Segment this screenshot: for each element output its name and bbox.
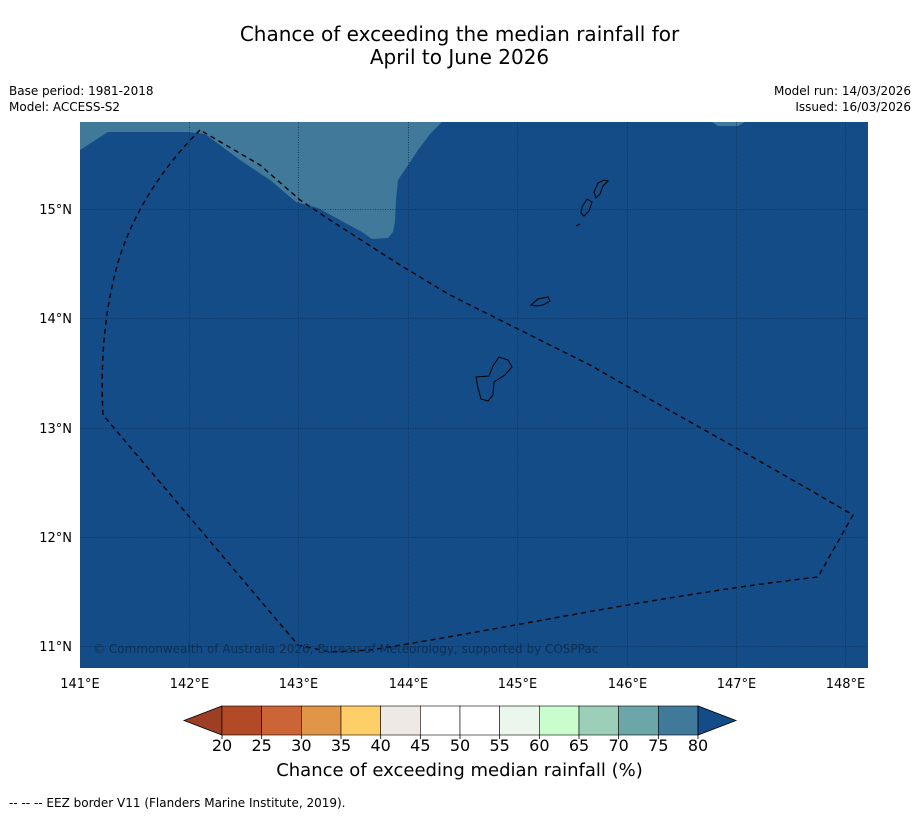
colorbar-tick-45: 45 [410, 736, 430, 755]
colorbar-segment-55-60 [499, 705, 540, 736]
colorbar-tick-75: 75 [648, 736, 668, 755]
island-saipan [593, 179, 609, 199]
colorbar-segment-40-45 [380, 705, 421, 736]
lon-tick-141: 141°E [60, 677, 100, 692]
colorbar-tick-30: 30 [291, 736, 311, 755]
lat-tick-11: 11°N [39, 640, 72, 655]
lon-tick-labels: 141°E 142°E 143°E 144°E 145°E 146°E 147°… [60, 677, 865, 692]
map-area [80, 122, 868, 668]
island-tinian [580, 198, 593, 217]
colorbar-tick-35: 35 [331, 736, 351, 755]
meta-right: Model run: 14/03/2026 Issued: 16/03/2026 [774, 83, 911, 115]
colorbar-segment-75-80 [658, 705, 699, 736]
colorbar-tick-80: 80 [688, 736, 708, 755]
colorbar-segment-50-55 [459, 705, 500, 736]
eez-border [101, 129, 854, 653]
lon-tick-142: 142°E [170, 677, 210, 692]
issued-date: Issued: 16/03/2026 [795, 100, 911, 114]
colorbar-tick-50: 50 [450, 736, 470, 755]
colorbar-segment-70-75 [618, 705, 659, 736]
gridlines [80, 122, 868, 668]
chart-title-line1: Chance of exceeding the median rainfall … [239, 22, 680, 46]
lon-tick-144: 144°E [389, 677, 429, 692]
colorbar: 20 25 30 35 40 45 50 55 60 65 70 75 80 [182, 705, 738, 755]
island-guam [475, 356, 513, 402]
colorbar-segment-45-50 [420, 705, 461, 736]
lon-tick-147: 147°E [717, 677, 757, 692]
footnote-eez: -- -- -- EEZ border V11 (Flanders Marine… [9, 796, 346, 810]
model-name: Model: ACCESS-S2 [9, 100, 121, 114]
colorbar-tick-55: 55 [489, 736, 509, 755]
colorbar-segment-25-30 [261, 705, 302, 736]
lon-tick-146: 146°E [608, 677, 648, 692]
lon-tick-148: 148°E [826, 677, 866, 692]
lat-tick-12: 12°N [39, 531, 72, 546]
colorbar-tick-40: 40 [370, 736, 390, 755]
colorbar-segment-65-70 [578, 705, 619, 736]
lat-tick-13: 13°N [39, 422, 72, 437]
colorbar-tick-25: 25 [251, 736, 271, 755]
colorbar-tick-60: 60 [529, 736, 549, 755]
colorbar-extend-under [182, 705, 223, 736]
lon-tick-143: 143°E [279, 677, 319, 692]
colorbar-extend-over [697, 705, 738, 736]
island-rota [529, 296, 551, 307]
base-period: Base period: 1981-2018 [9, 84, 154, 98]
lon-tick-145: 145°E [498, 677, 538, 692]
colorbar-segment-20-25 [221, 705, 262, 736]
colorbar-tick-70: 70 [608, 736, 628, 755]
map-copyright: © Commonwealth of Australia 2026, Bureau… [93, 642, 598, 656]
lat-tick-labels: 15°N 14°N 13°N 12°N 11°N [39, 203, 72, 655]
colorbar-segment-30-35 [301, 705, 342, 736]
colorbar-label: Chance of exceeding median rainfall (%) [276, 760, 643, 781]
lat-tick-14: 14°N [39, 312, 72, 327]
colorbar-segment-60-65 [539, 705, 580, 736]
colorbar-segment-35-40 [340, 705, 381, 736]
colorbar-tick-65: 65 [569, 736, 589, 755]
colorbar-tick-20: 20 [212, 736, 232, 755]
model-run: Model run: 14/03/2026 [773, 84, 911, 98]
island-aguijan [575, 223, 581, 227]
chart-title-line2: April to June 2026 [369, 45, 550, 69]
probability-region-75-80 [80, 122, 442, 239]
islands [475, 179, 609, 402]
meta-left: Base period: 1981-2018 Model: ACCESS-S2 [9, 83, 154, 115]
lat-tick-15: 15°N [39, 203, 72, 218]
